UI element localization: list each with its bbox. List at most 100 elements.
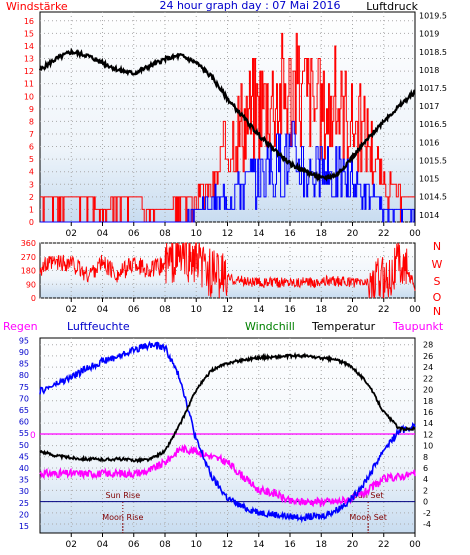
temperature-tick-label: 8 [423,453,428,462]
humidity-tick-label: 70 [19,394,29,403]
wind-tick-label: 9 [29,105,34,114]
x-tick-label: 20 [347,229,359,239]
x-tick-label: 02 [66,305,77,315]
x-tick-label: 20 [347,305,359,315]
event-label: Moon Set [349,513,386,522]
wind-tick-label: 11 [24,80,34,89]
x-tick-label: 08 [159,229,171,239]
legend-temperature: Temperatur [311,320,376,333]
x-tick-label: 10 [191,305,203,315]
humidity-tick-label: 55 [19,429,29,438]
direction-tick-label: 270 [21,253,36,262]
direction-tick-label: 90 [26,280,36,289]
pressure-tick-label: 1018 [419,66,439,75]
temperature-tick-label: 26 [423,352,433,361]
wind-tick-label: 6 [29,143,34,152]
x-tick-label: 14 [253,540,265,550]
x-tick-label: 10 [191,540,203,550]
wind-pressure-panel: 0 12 3 4 5 6 7 8 9 10 11 12 13 14 15 16 1014 1014.5 1015 10… [6,0,447,239]
wind-tick-label: 0 [29,218,34,227]
temperature-humidity-axes: 1520253035404550556065707580859095-4-202… [19,336,433,550]
wind-axis-label: Windstärke [6,0,68,13]
temperature-tick-label: 24 [423,363,433,372]
x-tick-label: 18 [316,540,328,550]
direction-tick-label: 0 [31,294,36,303]
pressure-tick-label: 1019 [419,30,439,39]
temperature-tick-label: 0 [423,498,428,507]
x-tick-label: 10 [191,229,203,239]
humidity-tick-label: 40 [19,464,29,473]
temperature-tick-label: 14 [423,419,433,428]
temperature-tick-label: -4 [423,520,431,529]
humidity-tick-label: 60 [19,418,29,427]
x-tick-label: 22 [378,540,389,550]
legend-windchill: Windchill [245,320,295,333]
humidity-tick-label: 30 [19,487,29,496]
humidity-tick-label: 75 [19,383,29,392]
wind-direction-line [39,242,416,299]
x-tick-label: 02 [66,540,77,550]
pressure-tick-label: 1019.5 [419,12,447,21]
event-label: Sun Set [353,491,384,500]
temperature-line [39,351,416,464]
x-tick-label: 06 [128,305,140,315]
wind-tick-label: 15 [24,29,34,38]
temperature-tick-label: 16 [423,408,433,417]
x-tick-label: 22 [378,229,389,239]
wind-tick-label: 5 [29,155,34,164]
humidity-tick-label: 65 [19,406,29,415]
rain-value-label: 0 [30,431,36,441]
humidity-tick-label: 50 [19,441,29,450]
x-tick-label: 20 [347,540,359,550]
pressure-axis-label: Luftdruck [366,0,418,13]
pressure-tick-label: 1014.5 [419,193,447,202]
wind-series [40,32,415,223]
humidity-line [39,340,416,524]
x-tick-label: 18 [316,229,328,239]
pressure-tick-label: 1014 [419,211,439,220]
humidity-tick-label: 95 [19,336,29,345]
temperature-tick-label: 22 [423,374,433,383]
x-tick-label: 04 [97,540,109,550]
pressure-tick-label: 1015.5 [419,156,447,165]
compass-label: S [434,275,441,288]
pressure-tick-label: 1015 [419,175,439,184]
pressure-tick-label: 1018.5 [419,48,447,57]
direction-tick-label: 180 [21,267,36,276]
wind-direction-series [39,242,416,299]
x-tick-label: 12 [222,229,233,239]
x-tick-label: 18 [316,305,328,315]
compass-label: O [433,291,442,304]
temperature-humidity-series [39,340,416,524]
wind-tick-label: 14 [24,42,34,51]
wind-tick-label: 4 [29,168,34,177]
sun-moon-events: Sun Rise Sun Set Moon Rise Moon Set [102,491,387,533]
temperature-tick-label: 4 [423,475,428,484]
pressure-tick-label: 1016.5 [419,120,447,129]
temperature-grid [40,338,415,533]
humidity-tick-label: 35 [19,476,29,485]
x-tick-label: 08 [159,305,171,315]
wind-tick-label: 3 [29,180,34,189]
wind-tick-label: 8 [29,117,34,126]
wind-tick-label: 13 [24,55,34,64]
temperature-tick-label: 10 [423,442,433,451]
wind-tick-label: 7 [29,130,34,139]
x-tick-label: 06 [128,540,140,550]
pressure-tick-label: 1017 [419,102,439,111]
wind-tick-label: 16 [24,17,34,26]
x-tick-label: 02 [66,229,77,239]
x-tick-label: 14 [253,229,265,239]
wind-tick-label: 12 [24,67,34,76]
humidity-label: Luftfeuchte [67,320,130,333]
x-tick-label: 16 [284,305,296,315]
chart-title: 24 hour graph day : 07 Mai 2016 [159,0,340,12]
x-tick-label: 12 [222,540,233,550]
x-tick-label: 00 [409,305,421,315]
x-tick-label: 16 [284,540,296,550]
humidity-tick-label: 25 [19,499,29,508]
x-tick-label: 14 [253,305,265,315]
humidity-tick-label: 45 [19,452,29,461]
